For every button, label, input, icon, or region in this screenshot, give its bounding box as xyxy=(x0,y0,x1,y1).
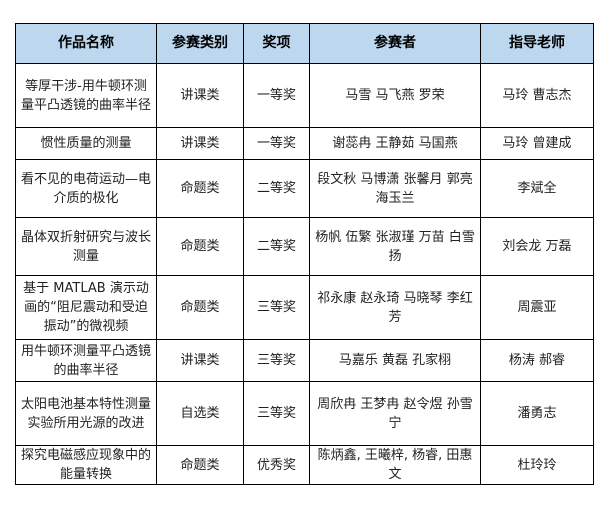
cell-award: 一等奖 xyxy=(243,63,310,128)
cell-advisor: 李斌全 xyxy=(480,159,594,218)
table-header-row: 作品名称 参赛类别 奖项 参赛者 指导老师 xyxy=(15,23,594,64)
header-title: 作品名称 xyxy=(15,23,157,64)
cell-advisor: 周震亚 xyxy=(480,275,594,340)
cell-category: 命题类 xyxy=(156,159,244,218)
cell-category: 讲课类 xyxy=(156,339,244,382)
cell-category: 自选类 xyxy=(156,381,244,446)
cell-award: 二等奖 xyxy=(243,159,310,218)
table-row: 惯性质量的测量 讲课类 一等奖 谢蕊冉 王静茹 马国燕 马玲 曾建成 xyxy=(15,127,594,160)
header-category: 参赛类别 xyxy=(156,23,244,64)
cell-title: 看不见的电荷运动—电介质的极化 xyxy=(15,159,157,218)
cell-title: 惯性质量的测量 xyxy=(15,127,157,160)
cell-advisor: 马玲 曾建成 xyxy=(480,127,594,160)
cell-category: 讲课类 xyxy=(156,63,244,128)
header-participants: 参赛者 xyxy=(309,23,481,64)
cell-title: 晶体双折射研究与波长测量 xyxy=(15,217,157,276)
cell-advisor: 杜玲玲 xyxy=(480,445,594,485)
awards-table: 作品名称 参赛类别 奖项 参赛者 指导老师 等厚干涉-用牛顿环测量平凸透镜的曲率… xyxy=(15,23,594,485)
cell-award: 一等奖 xyxy=(243,127,310,160)
cell-award: 三等奖 xyxy=(243,275,310,340)
cell-category: 命题类 xyxy=(156,217,244,276)
cell-category: 命题类 xyxy=(156,445,244,485)
cell-participants: 马雪 马飞燕 罗荣 xyxy=(309,63,481,128)
cell-advisor: 潘勇志 xyxy=(480,381,594,446)
cell-award: 三等奖 xyxy=(243,381,310,446)
table-row: 看不见的电荷运动—电介质的极化 命题类 二等奖 段文秋 马博潇 张馨月 郭亮 海玉兰李… xyxy=(15,159,594,218)
cell-participants: 马嘉乐 黄磊 孔家栩 xyxy=(309,339,481,382)
cell-title: 基于 MATLAB 演示动画的“阻尼震动和受迫振动”的微视频 xyxy=(15,275,157,340)
cell-participants: 段文秋 马博潇 张馨月 郭亮 海玉兰 xyxy=(309,159,481,218)
cell-title: 用牛顿环测量平凸透镜的曲率半径 xyxy=(15,339,157,382)
cell-award: 三等奖 xyxy=(243,339,310,382)
cell-advisor: 马玲 曹志杰 xyxy=(480,63,594,128)
header-award: 奖项 xyxy=(243,23,310,64)
cell-participants: 祁永康 赵永琦 马晓琴 李红芳 xyxy=(309,275,481,340)
table-row: 用牛顿环测量平凸透镜的曲率半径 讲课类 三等奖 马嘉乐 黄磊 孔家栩 杨涛 郝睿 xyxy=(15,339,594,382)
cell-participants: 杨帆 伍繁 张淑瑾 万苗 白雪扬 xyxy=(309,217,481,276)
cell-participants: 周欣冉 王梦冉 赵令煜 孙雪宁 xyxy=(309,381,481,446)
cell-title: 探究电磁感应现象中的能量转换 xyxy=(15,445,157,485)
cell-advisor: 杨涛 郝睿 xyxy=(480,339,594,382)
cell-category: 命题类 xyxy=(156,275,244,340)
table-row: 太阳电池基本特性测量实验所用光源的改进 自选类 三等奖 周欣冉 王梦冉 赵令煜 孙雪宁… xyxy=(15,381,594,446)
table-row: 晶体双折射研究与波长测量 命题类 二等奖 杨帆 伍繁 张淑瑾 万苗 白雪扬 刘会龙 万磊 xyxy=(15,217,594,276)
cell-category: 讲课类 xyxy=(156,127,244,160)
header-advisor: 指导老师 xyxy=(480,23,594,64)
cell-participants: 谢蕊冉 王静茹 马国燕 xyxy=(309,127,481,160)
cell-award: 优秀奖 xyxy=(243,445,310,485)
table-row: 等厚干涉-用牛顿环测量平凸透镜的曲率半径 讲课类 一等奖 马雪 马飞燕 罗荣 马玲 曹志… xyxy=(15,63,594,128)
cell-award: 二等奖 xyxy=(243,217,310,276)
table-row: 基于 MATLAB 演示动画的“阻尼震动和受迫振动”的微视频 命题类 三等奖 祁永康 … xyxy=(15,275,594,340)
cell-participants: 陈炳鑫, 王曦梓, 杨睿, 田惠文 xyxy=(309,445,481,485)
cell-advisor: 刘会龙 万磊 xyxy=(480,217,594,276)
cell-title: 等厚干涉-用牛顿环测量平凸透镜的曲率半径 xyxy=(15,63,157,128)
cell-title: 太阳电池基本特性测量实验所用光源的改进 xyxy=(15,381,157,446)
table-row: 探究电磁感应现象中的能量转换 命题类 优秀奖 陈炳鑫, 王曦梓, 杨睿, 田惠文 杜玲玲 xyxy=(15,445,594,485)
